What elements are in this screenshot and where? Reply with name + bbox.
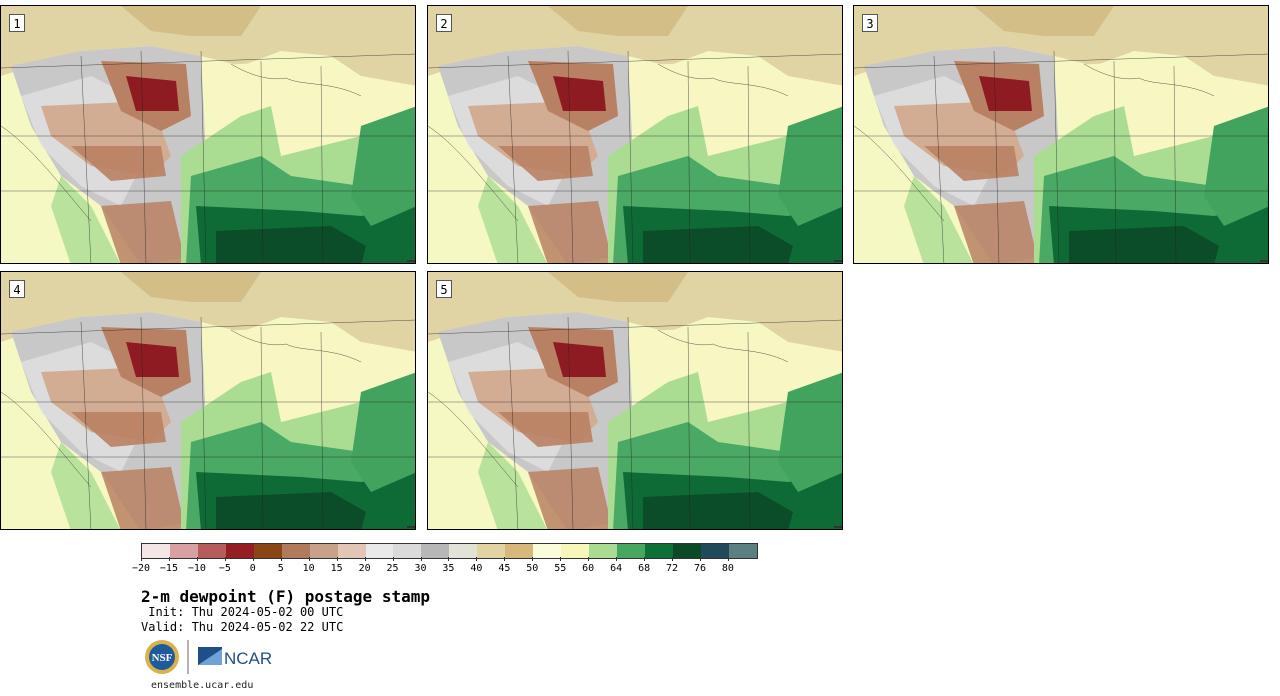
colorbar-swatch bbox=[309, 544, 338, 558]
colorbar-tick-label: 15 bbox=[330, 563, 343, 574]
colorbar-swatch bbox=[253, 544, 282, 558]
colorbar-tick bbox=[588, 557, 590, 561]
colorbar-tick bbox=[336, 557, 338, 561]
colorbar-tick bbox=[672, 557, 674, 561]
colorbar-tick bbox=[644, 557, 646, 561]
ncar-logo: NCAR bbox=[198, 647, 272, 668]
colorbar-swatch bbox=[505, 544, 534, 558]
colorbar-tick-label: 25 bbox=[386, 563, 399, 574]
colorbar-swatch bbox=[561, 544, 589, 558]
colorbar-tick-label: 68 bbox=[638, 563, 651, 574]
colorbar-swatch bbox=[393, 544, 422, 558]
colorbar-swatch bbox=[728, 544, 757, 558]
colorbar-tick bbox=[252, 557, 254, 561]
colorbar-tick bbox=[504, 557, 506, 561]
member-number-label: 4 bbox=[9, 280, 25, 298]
colorbar-tick-label: 76 bbox=[693, 563, 707, 574]
member-number-label: 2 bbox=[436, 14, 452, 32]
colorbar-swatch bbox=[589, 544, 617, 558]
logos: NSF NCAR bbox=[144, 637, 284, 677]
colorbar-tick bbox=[364, 557, 366, 561]
colorbar-swatch bbox=[169, 544, 198, 558]
colorbar-swatch bbox=[365, 544, 394, 558]
colorbar-tick bbox=[224, 557, 226, 561]
colorbar-tick-label: 5 bbox=[277, 563, 284, 574]
colorbar-tick bbox=[560, 557, 562, 561]
colorbar-tick bbox=[168, 557, 170, 561]
colorbar-swatch bbox=[616, 544, 645, 558]
member-number-label: 5 bbox=[436, 280, 452, 298]
member-number-label: 1 bbox=[9, 14, 25, 32]
colorbar-swatch bbox=[700, 544, 729, 558]
member-number-label: 3 bbox=[862, 14, 878, 32]
colorbar-tick bbox=[420, 557, 422, 561]
ensemble-member-map: 4 bbox=[0, 271, 416, 530]
colorbar-tick bbox=[392, 557, 394, 561]
colorbar-swatch bbox=[672, 544, 701, 558]
website-url: ensemble.ucar.edu bbox=[151, 680, 254, 691]
colorbar-tick bbox=[532, 557, 534, 561]
colorbar-tick bbox=[727, 557, 729, 561]
colorbar-tick-label: 45 bbox=[498, 563, 511, 574]
colorbar-tick-label: 30 bbox=[414, 563, 427, 574]
init-time: Init: Thu 2024-05-02 00 UTC bbox=[141, 605, 344, 619]
colorbar-tick-label: 0 bbox=[249, 563, 256, 574]
ncar-logo-text: NCAR bbox=[224, 649, 272, 668]
colorbar-tick bbox=[476, 557, 478, 561]
colorbar-swatch bbox=[197, 544, 226, 558]
colorbar-swatch bbox=[644, 544, 673, 558]
colorbar-swatch bbox=[281, 544, 310, 558]
colorbar-tick-label: 64 bbox=[610, 563, 623, 574]
colorbar-tick bbox=[448, 557, 450, 561]
colorbar-tick-label: 35 bbox=[442, 563, 455, 574]
colorbar-tick-label: 60 bbox=[582, 563, 595, 574]
colorbar-swatch bbox=[225, 544, 254, 558]
ensemble-member-map: 3 bbox=[853, 5, 1269, 264]
colorbar-tick bbox=[700, 557, 701, 561]
colorbar-ticks: −20 −15 −10 −5 0 5 10 15 20 25 30 35 40 45 50 55 60 64 68 7… bbox=[132, 557, 757, 579]
nsf-logo: NSF bbox=[145, 640, 179, 674]
colorbar-swatch bbox=[142, 544, 170, 558]
colorbar-swatch bbox=[449, 544, 478, 558]
colorbar-tick bbox=[196, 557, 198, 561]
colorbar-tick bbox=[616, 557, 618, 561]
colorbar-tick bbox=[308, 557, 310, 561]
colorbar-tick-label: 80 bbox=[721, 563, 734, 574]
colorbar-tick-label: 72 bbox=[666, 563, 679, 574]
colorbar-swatch bbox=[421, 544, 450, 558]
colorbar-tick bbox=[141, 557, 142, 561]
colorbar-tick-label: 50 bbox=[526, 563, 539, 574]
colorbar-swatch bbox=[533, 544, 562, 558]
figure-title: 2-m dewpoint (F) postage stamp bbox=[141, 587, 430, 606]
colorbar-tick-label: 20 bbox=[358, 563, 371, 574]
colorbar-tick-label: −15 bbox=[159, 563, 178, 574]
ensemble-member-map: 1 bbox=[0, 5, 416, 264]
colorbar-tick bbox=[280, 557, 282, 561]
colorbar bbox=[141, 543, 758, 559]
colorbar-swatch bbox=[337, 544, 366, 558]
colorbar-tick-label: 10 bbox=[302, 563, 315, 574]
colorbar-tick-label: 40 bbox=[470, 563, 483, 574]
colorbar-tick-label: −10 bbox=[187, 563, 206, 574]
ensemble-member-map: 2 bbox=[427, 5, 843, 264]
nsf-logo-text: NSF bbox=[152, 652, 173, 664]
colorbar-tick-label: −5 bbox=[218, 563, 231, 574]
colorbar-swatch bbox=[477, 544, 506, 558]
colorbar-tick-label: 55 bbox=[554, 563, 567, 574]
ensemble-member-map: 5 bbox=[427, 271, 843, 530]
colorbar-tick-label: −20 bbox=[131, 563, 151, 574]
valid-time: Valid: Thu 2024-05-02 22 UTC bbox=[141, 620, 344, 634]
